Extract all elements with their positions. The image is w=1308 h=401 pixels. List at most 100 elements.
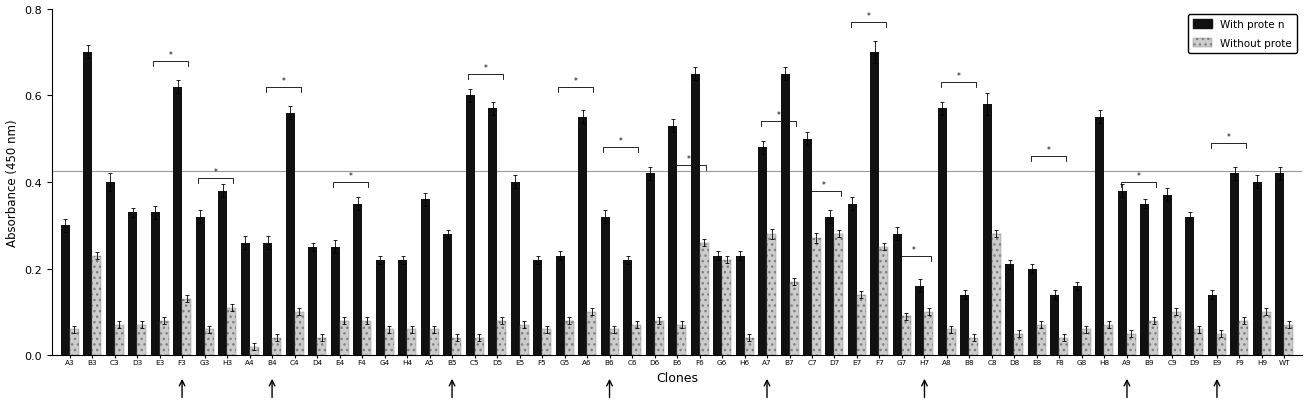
Bar <box>182 299 191 355</box>
Bar <box>991 234 1001 355</box>
Bar <box>678 325 685 355</box>
Bar <box>204 329 213 355</box>
Bar <box>385 329 394 355</box>
Bar <box>1059 338 1069 355</box>
Bar <box>497 321 506 355</box>
Text: *: * <box>777 111 780 120</box>
Bar <box>1006 265 1015 355</box>
Bar <box>1209 295 1216 355</box>
Bar <box>812 239 821 355</box>
Bar <box>196 217 204 355</box>
Bar <box>969 338 978 355</box>
Bar <box>331 247 340 355</box>
Bar <box>857 295 866 355</box>
Bar <box>173 87 182 355</box>
Bar <box>362 321 371 355</box>
Bar <box>542 329 551 355</box>
Bar <box>453 338 460 355</box>
Bar <box>668 126 678 355</box>
Bar <box>375 260 385 355</box>
Bar <box>228 308 235 355</box>
Bar <box>578 117 587 355</box>
Bar <box>1185 217 1194 355</box>
Text: *: * <box>215 167 217 176</box>
Bar <box>893 234 903 355</box>
Bar <box>722 260 731 355</box>
Bar <box>587 312 596 355</box>
Bar <box>610 329 619 355</box>
Bar <box>1275 174 1284 355</box>
Bar <box>1073 286 1082 355</box>
Bar <box>879 247 888 355</box>
Bar <box>92 256 101 355</box>
Bar <box>1104 325 1113 355</box>
Bar <box>106 182 115 355</box>
Bar <box>488 109 497 355</box>
Bar <box>713 256 722 355</box>
Bar <box>60 226 69 355</box>
Text: *: * <box>484 64 488 73</box>
Bar <box>1240 321 1248 355</box>
Bar <box>1028 269 1037 355</box>
Text: *: * <box>169 51 173 60</box>
Bar <box>309 247 317 355</box>
Bar <box>871 53 879 355</box>
Bar <box>623 260 632 355</box>
Bar <box>519 325 528 355</box>
Bar <box>1127 334 1135 355</box>
Bar <box>84 53 92 355</box>
Bar <box>835 234 844 355</box>
Bar <box>1150 321 1159 355</box>
Text: *: * <box>619 137 623 146</box>
Text: *: * <box>349 172 353 181</box>
Bar <box>744 338 753 355</box>
Bar <box>429 329 438 355</box>
Bar <box>241 243 250 355</box>
Text: *: * <box>912 245 916 254</box>
Bar <box>1015 334 1023 355</box>
Bar <box>407 329 416 355</box>
Bar <box>137 325 146 355</box>
Bar <box>353 204 362 355</box>
Bar <box>565 321 573 355</box>
Legend: With prote n, Without prote: With prote n, Without prote <box>1188 15 1298 54</box>
Bar <box>654 321 663 355</box>
Bar <box>1037 325 1046 355</box>
X-axis label: Clones: Clones <box>657 371 698 384</box>
Bar <box>1163 195 1172 355</box>
Bar <box>925 312 934 355</box>
Bar <box>534 260 542 355</box>
Bar <box>938 109 947 355</box>
Bar <box>691 74 700 355</box>
Bar <box>781 74 790 355</box>
Bar <box>510 182 519 355</box>
Bar <box>69 329 78 355</box>
Bar <box>1253 182 1262 355</box>
Bar <box>398 260 407 355</box>
Bar <box>947 329 956 355</box>
Bar <box>848 204 857 355</box>
Bar <box>700 243 709 355</box>
Text: *: * <box>866 12 870 21</box>
Bar <box>150 213 160 355</box>
Text: *: * <box>956 72 960 81</box>
Bar <box>317 338 326 355</box>
Text: *: * <box>1046 146 1050 155</box>
Bar <box>1082 329 1091 355</box>
Bar <box>1194 329 1203 355</box>
Bar <box>903 316 910 355</box>
Bar <box>115 325 123 355</box>
Bar <box>1118 191 1127 355</box>
Bar <box>128 213 137 355</box>
Bar <box>285 113 294 355</box>
Bar <box>340 321 348 355</box>
Bar <box>475 338 484 355</box>
Bar <box>250 347 259 355</box>
Bar <box>1141 204 1150 355</box>
Bar <box>1050 295 1059 355</box>
Text: *: * <box>1137 172 1141 181</box>
Bar <box>1262 312 1271 355</box>
Bar <box>272 338 281 355</box>
Bar <box>790 282 798 355</box>
Bar <box>735 256 744 355</box>
